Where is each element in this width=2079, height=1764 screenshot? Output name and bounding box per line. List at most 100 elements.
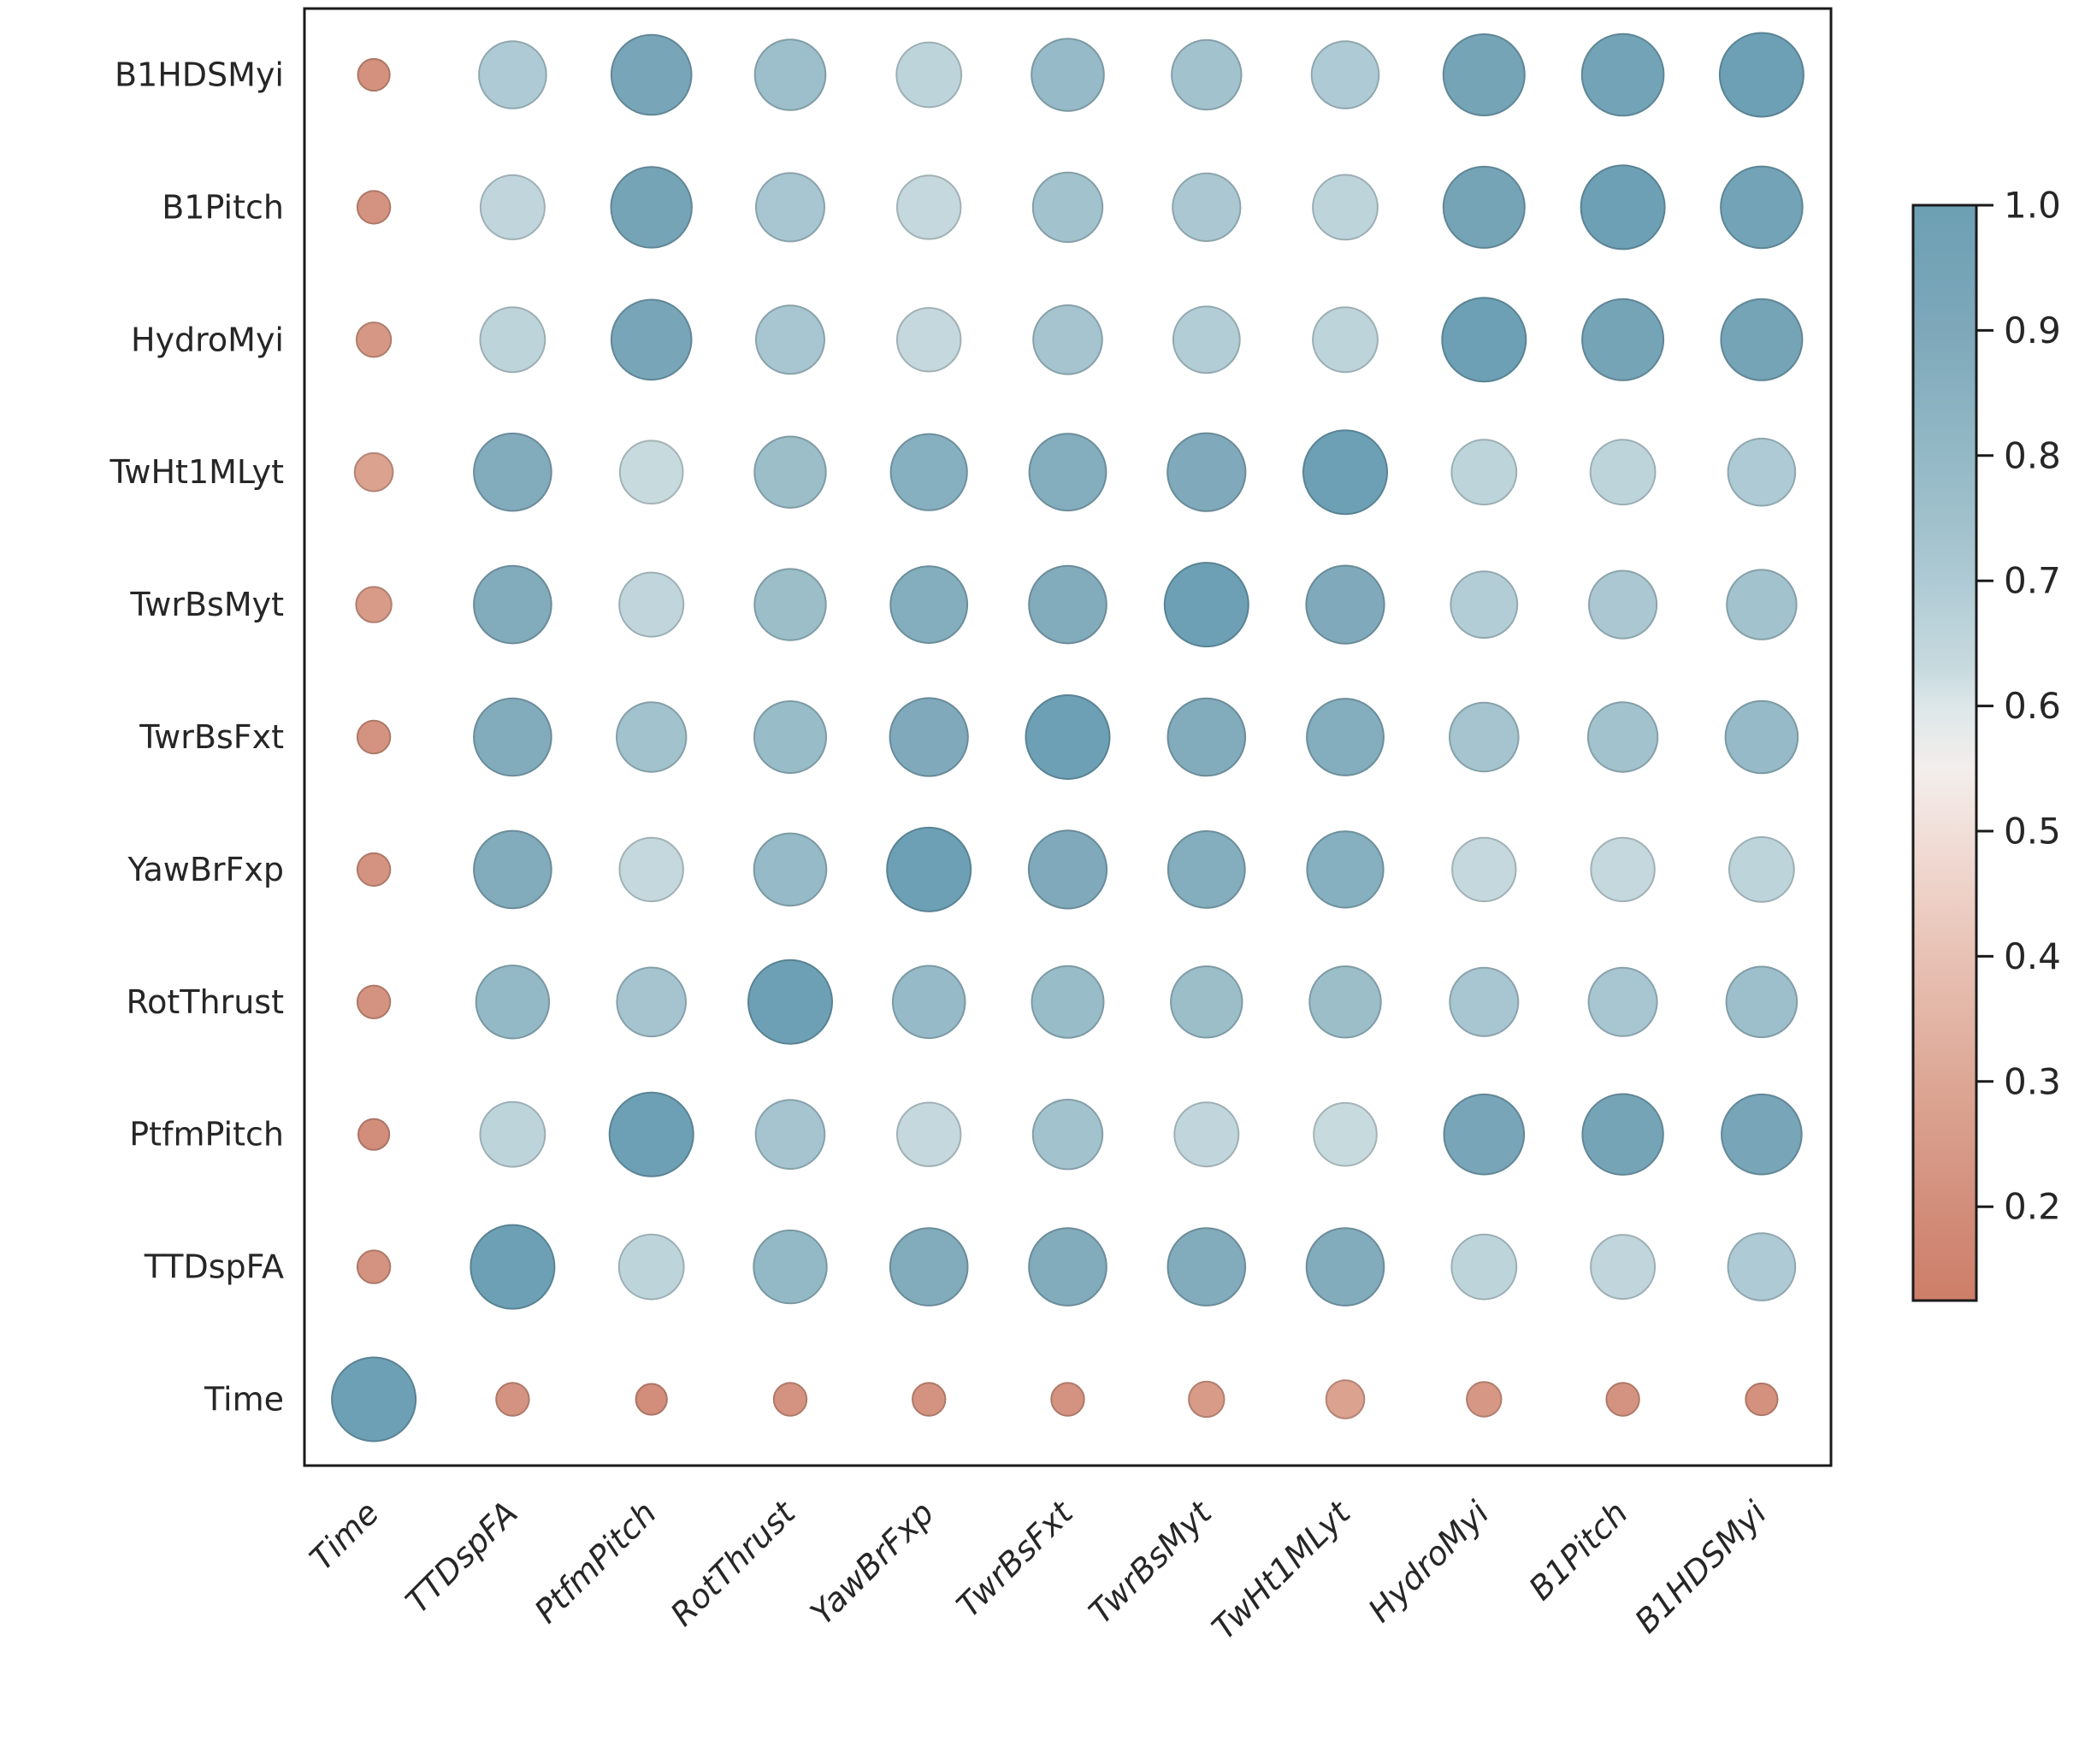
y-tick-label-B1Pitch: B1Pitch bbox=[162, 188, 284, 226]
correlation-dot-YawBrFxp-TTDspFA bbox=[473, 829, 552, 910]
correlation-dot-B1Pitch-B1HDSMyi bbox=[1720, 165, 1804, 250]
correlation-dot-TTDspFA-TTDspFA bbox=[470, 1224, 556, 1310]
correlation-dot-Time-TwrBsMyt bbox=[1188, 1380, 1226, 1419]
correlation-dot-Time-TTDspFA bbox=[495, 1382, 530, 1417]
correlation-dot-TwHt1MLyt-YawBrFxp bbox=[889, 433, 968, 511]
correlation-dot-B1HDSMyi-TwrBsMyt bbox=[1171, 38, 1243, 111]
colorbar bbox=[1911, 204, 1978, 1302]
correlation-dot-Time-PtfmPitch bbox=[635, 1383, 668, 1416]
correlation-dot-TwrBsMyt-PtfmPitch bbox=[618, 571, 685, 638]
colorbar-ticks: 1.0 0.9 0.8 0.7 0.6 0.5 0.4 0.3 0.2 bbox=[1976, 185, 2061, 1228]
correlation-dot-TwrBsMyt-TTDspFA bbox=[473, 564, 552, 645]
y-tick-label-PtfmPitch: PtfmPitch bbox=[129, 1116, 284, 1153]
x-tick-label-TwHt1MLyt: TwHt1MLyt bbox=[1205, 1493, 1359, 1647]
correlation-dot-PtfmPitch-TTDspFA bbox=[479, 1100, 546, 1168]
bubble-grid bbox=[331, 32, 1804, 1442]
correlation-dot-B1Pitch-B1Pitch bbox=[1580, 164, 1666, 251]
plot-border bbox=[303, 7, 1833, 1467]
correlation-dot-Time-YawBrFxp bbox=[912, 1382, 947, 1417]
correlation-dot-PtfmPitch-B1HDSMyi bbox=[1721, 1093, 1803, 1176]
correlation-dot-B1Pitch-PtfmPitch bbox=[610, 166, 693, 249]
correlation-dot-YawBrFxp-HydroMyi bbox=[1451, 836, 1517, 903]
correlation-dot-PtfmPitch-TwrBsMyt bbox=[1173, 1101, 1240, 1168]
correlation-dot-Time-RotThrust bbox=[772, 1382, 808, 1417]
correlation-dot-B1HDSMyi-TwrBsFxt bbox=[1031, 38, 1105, 112]
correlation-dot-PtfmPitch-TwrBsFxt bbox=[1031, 1099, 1104, 1171]
y-tick-label-HydroMyi: HydroMyi bbox=[131, 321, 284, 358]
correlation-dot-B1HDSMyi-TTDspFA bbox=[478, 40, 547, 109]
y-tick-label-TwHt1MLyt: TwHt1MLyt bbox=[109, 453, 284, 491]
correlation-dot-TwrBsFxt-Time bbox=[356, 719, 392, 755]
correlation-dot-B1Pitch-HydroMyi bbox=[1442, 165, 1526, 249]
x-tick-label-TTDspFA: TTDspFA bbox=[399, 1494, 525, 1620]
correlation-dot-B1Pitch-Time bbox=[356, 190, 392, 225]
correlation-dot-TwrBsMyt-B1Pitch bbox=[1588, 569, 1658, 640]
correlation-dot-PtfmPitch-TwHt1MLyt bbox=[1313, 1101, 1378, 1167]
x-tick-label-TwrBsMyt: TwrBsMyt bbox=[1082, 1493, 1220, 1631]
colorbar-tick-label-0.7: 0.7 bbox=[2004, 560, 2061, 602]
correlation-dot-TwrBsFxt-TwrBsMyt bbox=[1166, 697, 1247, 777]
correlation-dot-TwrBsFxt-YawBrFxp bbox=[889, 697, 969, 777]
correlation-dot-TwHt1MLyt-B1HDSMyi bbox=[1727, 437, 1797, 507]
correlation-dot-TwrBsMyt-TwHt1MLyt bbox=[1305, 564, 1385, 645]
x-tick-label-TwrBsFxt: TwrBsFxt bbox=[949, 1493, 1081, 1625]
correlation-dot-Time-B1Pitch bbox=[1605, 1382, 1640, 1417]
correlation-dot-TTDspFA-TwHt1MLyt bbox=[1305, 1227, 1385, 1307]
correlation-dot-B1Pitch-RotThrust bbox=[755, 172, 825, 243]
correlation-dot-HydroMyi-TwrBsFxt bbox=[1032, 304, 1103, 375]
correlation-dot-YawBrFxp-TwrBsMyt bbox=[1166, 830, 1246, 909]
correlation-dot-HydroMyi-YawBrFxp bbox=[896, 307, 962, 373]
correlation-dot-B1Pitch-TTDspFA bbox=[479, 174, 546, 240]
correlation-dot-B1Pitch-YawBrFxp bbox=[896, 174, 962, 240]
y-tick-label-TwrBsMyt: TwrBsMyt bbox=[129, 586, 284, 623]
correlation-dot-HydroMyi-RotThrust bbox=[755, 304, 825, 375]
y-tick-label-RotThrust: RotThrust bbox=[126, 983, 284, 1021]
colorbar-tick-label-0.3: 0.3 bbox=[2004, 1060, 2061, 1102]
correlation-dot-YawBrFxp-Time bbox=[356, 852, 392, 888]
correlation-dot-B1Pitch-TwHt1MLyt bbox=[1312, 174, 1379, 241]
correlation-dot-TTDspFA-TwrBsMyt bbox=[1166, 1227, 1247, 1307]
correlation-dot-PtfmPitch-RotThrust bbox=[754, 1099, 826, 1170]
correlation-dot-TwrBsMyt-TwrBsFxt bbox=[1028, 564, 1107, 645]
correlation-dot-B1HDSMyi-B1HDSMyi bbox=[1718, 32, 1804, 118]
correlation-dot-TTDspFA-B1HDSMyi bbox=[1727, 1232, 1797, 1301]
correlation-dot-B1Pitch-TwrBsFxt bbox=[1031, 171, 1104, 244]
correlation-dot-RotThrust-Time bbox=[356, 984, 392, 1020]
correlation-dot-TwHt1MLyt-Time bbox=[353, 451, 394, 493]
correlation-dot-Time-TwrBsFxt bbox=[1050, 1382, 1085, 1417]
correlation-dot-B1HDSMyi-YawBrFxp bbox=[895, 41, 963, 109]
correlation-dot-TwrBsFxt-B1Pitch bbox=[1586, 701, 1659, 773]
correlation-dot-PtfmPitch-YawBrFxp bbox=[896, 1101, 962, 1167]
correlation-dot-B1HDSMyi-PtfmPitch bbox=[610, 33, 693, 116]
correlation-dot-TwrBsMyt-TwrBsMyt bbox=[1163, 562, 1249, 648]
correlation-dot-B1HDSMyi-Time bbox=[357, 57, 391, 92]
correlation-dot-Time-Time bbox=[331, 1356, 417, 1442]
correlation-dot-TTDspFA-TwrBsFxt bbox=[1028, 1227, 1107, 1307]
x-tick-label-B1Pitch: B1Pitch bbox=[1521, 1494, 1635, 1608]
correlation-dot-TwHt1MLyt-TwrBsMyt bbox=[1166, 432, 1247, 512]
correlation-dot-TwrBsMyt-YawBrFxp bbox=[889, 565, 969, 644]
correlation-dot-B1HDSMyi-B1Pitch bbox=[1580, 32, 1665, 117]
correlation-dot-TwHt1MLyt-HydroMyi bbox=[1450, 439, 1518, 506]
correlation-dot-TTDspFA-Time bbox=[356, 1249, 392, 1284]
correlation-dot-B1Pitch-TwrBsMyt bbox=[1172, 172, 1242, 242]
correlation-dot-TwrBsMyt-B1HDSMyi bbox=[1726, 569, 1798, 640]
correlation-dot-Time-HydroMyi bbox=[1466, 1381, 1503, 1418]
correlation-dot-RotThrust-B1HDSMyi bbox=[1725, 965, 1798, 1039]
correlation-dot-YawBrFxp-B1HDSMyi bbox=[1728, 836, 1795, 903]
correlation-dot-TwrBsFxt-RotThrust bbox=[753, 700, 827, 774]
correlation-dot-TwrBsFxt-TwrBsFxt bbox=[1025, 694, 1111, 780]
y-tick-label-YawBrFxp: YawBrFxp bbox=[127, 851, 284, 888]
correlation-dot-TwrBsFxt-TwHt1MLyt bbox=[1306, 698, 1385, 776]
correlation-dot-RotThrust-B1Pitch bbox=[1587, 966, 1658, 1037]
correlation-dot-TwrBsFxt-PtfmPitch bbox=[616, 701, 688, 773]
correlation-dot-TTDspFA-RotThrust bbox=[753, 1229, 828, 1305]
correlation-dot-RotThrust-TwrBsFxt bbox=[1031, 965, 1105, 1039]
correlation-dot-RotThrust-PtfmPitch bbox=[616, 966, 688, 1038]
correlation-dot-TTDspFA-B1Pitch bbox=[1590, 1234, 1657, 1301]
colorbar-tick-label-0.2: 0.2 bbox=[2004, 1186, 2061, 1228]
correlation-dot-YawBrFxp-YawBrFxp bbox=[886, 826, 972, 912]
correlation-dot-TwHt1MLyt-TwHt1MLyt bbox=[1302, 429, 1388, 516]
correlation-dot-HydroMyi-Time bbox=[355, 322, 393, 358]
